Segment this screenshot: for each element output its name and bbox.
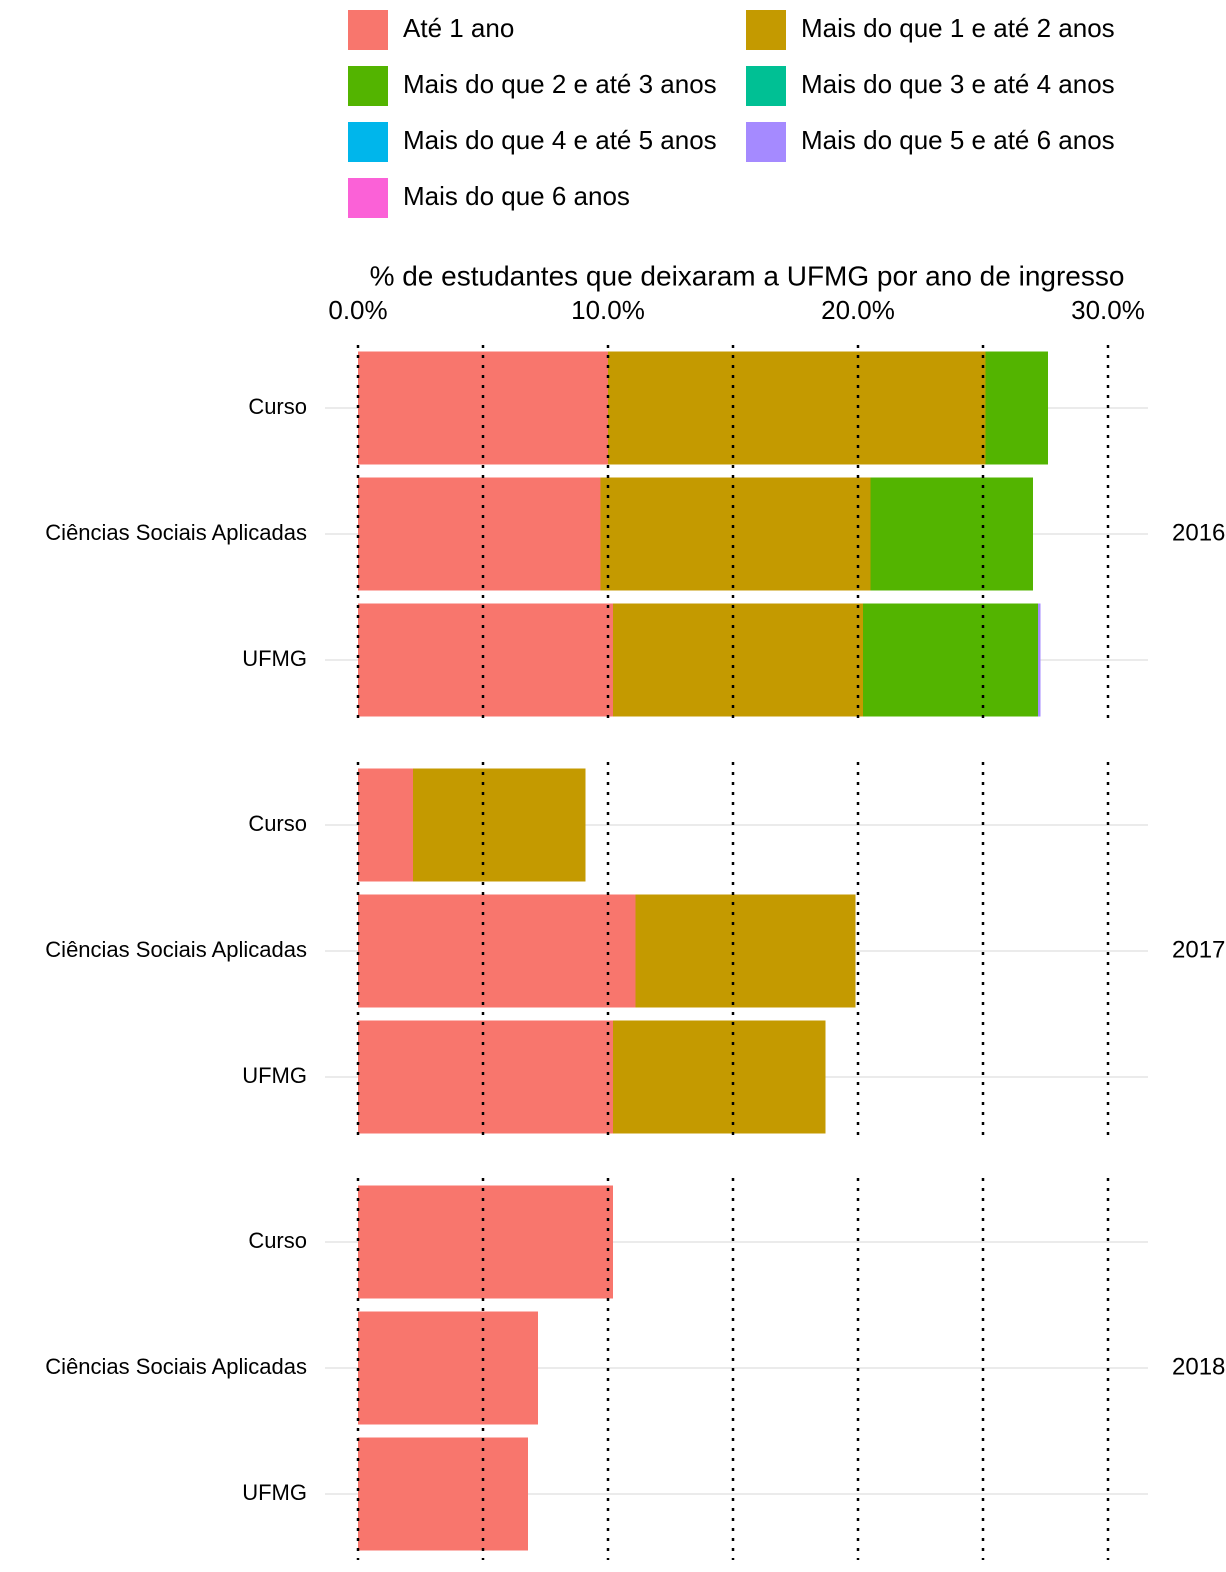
bar-segment — [358, 1185, 613, 1299]
bar-segment — [358, 603, 613, 717]
legend-swatch — [348, 66, 388, 106]
legend-label: Mais do que 3 e até 4 anos — [801, 69, 1115, 99]
bar-segment — [1038, 603, 1041, 717]
legend-swatch — [348, 178, 388, 218]
bar-segment — [358, 1020, 613, 1134]
legend-label: Mais do que 4 e até 5 anos — [403, 125, 717, 155]
y-tick-label: Ciências Sociais Aplicadas — [45, 937, 307, 962]
y-tick-label: UFMG — [242, 646, 307, 671]
bar-segment — [608, 351, 986, 465]
y-tick-label: Curso — [248, 1228, 307, 1253]
legend-swatch — [348, 122, 388, 162]
y-tick-label: UFMG — [242, 1480, 307, 1505]
bar-segment — [358, 1437, 528, 1551]
legend-swatch — [746, 122, 786, 162]
x-tick-label: 0.0% — [328, 295, 387, 325]
y-tick-label: Curso — [248, 394, 307, 419]
bar-segment — [870, 477, 1033, 591]
bar-segment — [863, 603, 1038, 717]
y-tick-label: Ciências Sociais Aplicadas — [45, 1354, 307, 1379]
bar-segment — [358, 894, 636, 1008]
legend-label: Até 1 ano — [403, 13, 514, 43]
facet-label: 2017 — [1172, 936, 1225, 963]
x-tick-label: 20.0% — [821, 295, 895, 325]
bar-segment — [613, 603, 863, 717]
facet-label: 2018 — [1172, 1353, 1225, 1380]
bar-segment — [413, 768, 586, 882]
y-tick-label: UFMG — [242, 1063, 307, 1088]
bar-segment — [358, 477, 601, 591]
bar-segment — [358, 768, 413, 882]
x-tick-label: 10.0% — [571, 295, 645, 325]
legend-swatch — [746, 66, 786, 106]
bar-segment — [600, 477, 871, 591]
bar-segment — [358, 1311, 538, 1425]
x-tick-label: 30.0% — [1071, 295, 1145, 325]
y-tick-label: Ciências Sociais Aplicadas — [45, 520, 307, 545]
legend-label: Mais do que 2 e até 3 anos — [403, 69, 717, 99]
facet-label: 2016 — [1172, 519, 1225, 546]
legend-swatch — [348, 10, 388, 50]
legend-swatch — [746, 10, 786, 50]
bar-segment — [613, 1020, 826, 1134]
legend-label: Mais do que 5 e até 6 anos — [801, 125, 1115, 155]
bar-segment — [985, 351, 1048, 465]
legend-label: Mais do que 6 anos — [403, 181, 630, 211]
bar-segment — [635, 894, 856, 1008]
legend-label: Mais do que 1 e até 2 anos — [801, 13, 1115, 43]
axis-title: % de estudantes que deixaram a UFMG por … — [370, 260, 1125, 291]
y-tick-label: Curso — [248, 811, 307, 836]
